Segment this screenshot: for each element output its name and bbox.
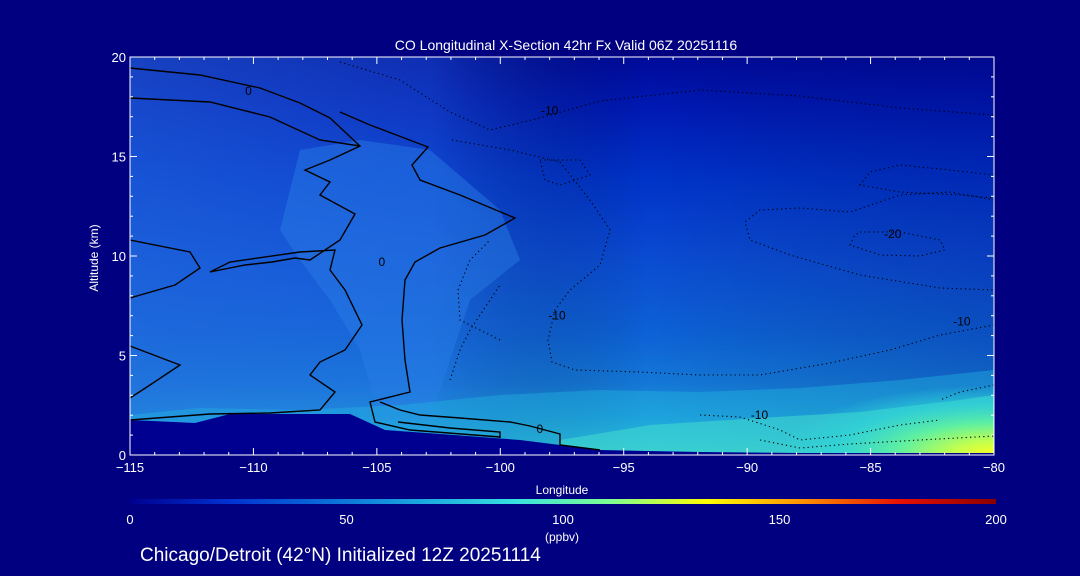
- x-tick-label: −115: [116, 460, 144, 475]
- x-axis-label: Longitude: [536, 483, 589, 497]
- contour-label: -20: [884, 227, 902, 241]
- x-tick-label: −105: [362, 460, 391, 475]
- colorbar-tick-label: 200: [985, 512, 1007, 527]
- terrain: [130, 414, 994, 455]
- colorbar-ticks: 0 50 100 150 200: [126, 512, 1006, 527]
- contour-label: -10: [548, 309, 566, 323]
- footer-caption: Chicago/Detroit (42°N) Initialized 12Z 2…: [140, 545, 541, 566]
- contour-0-lower: [379, 401, 601, 451]
- colorbar-tick-label: 150: [769, 512, 791, 527]
- contour-label: -10: [953, 315, 971, 329]
- x-axis: −115 −110 −105 −100 −95 −90 −85 −80: [116, 57, 1005, 475]
- contour-0-base: [397, 421, 501, 438]
- contour-neg20: [849, 231, 946, 257]
- colorbar-tick-label: 100: [552, 512, 574, 527]
- contour-lines-dashed: [339, 61, 994, 449]
- colorbar-unit: (ppbv): [545, 530, 579, 544]
- x-tick-label: −110: [239, 460, 267, 475]
- x-tick-label: −95: [613, 460, 635, 475]
- contour-neg10-sfc-1: [699, 414, 941, 441]
- colorbar-tick-label: 0: [126, 512, 133, 527]
- x-tick-label: −80: [983, 460, 1005, 475]
- colorbar-tick-label: 50: [339, 512, 353, 527]
- y-axis: 0 5 10 15 20: [112, 50, 994, 463]
- contour-label: 0: [245, 84, 252, 98]
- contour-neg10-center: [451, 139, 994, 376]
- contour-label: 0: [536, 422, 543, 436]
- contour-label: -10: [541, 104, 559, 118]
- contour-label: -10: [751, 408, 769, 422]
- y-tick-label: 15: [112, 150, 126, 165]
- contour-neg10-low: [457, 239, 501, 341]
- x-tick-label: −85: [860, 460, 882, 475]
- contour-0-mid: [339, 111, 517, 438]
- y-axis-label: Altitude (km): [87, 224, 101, 291]
- y-tick-label: 20: [112, 50, 126, 65]
- contour-0-west-2: [130, 345, 182, 399]
- contour-neg10-sfc-4: [449, 284, 501, 381]
- y-tick-label: 5: [119, 349, 126, 364]
- co-surface-maximum: [780, 385, 994, 455]
- contour-0-inner: [130, 97, 361, 147]
- contour-neg10-sfc-2: [759, 435, 994, 449]
- x-tick-label: −90: [736, 460, 758, 475]
- co-plume-band: [280, 140, 520, 420]
- colorbar: [130, 499, 996, 504]
- x-tick-label: −100: [486, 460, 515, 475]
- contour-label: 0: [378, 255, 385, 269]
- contour-neg10-sfc-3: [939, 384, 994, 401]
- y-tick-label: 0: [119, 448, 126, 463]
- chart-title: CO Longitudinal X-Section 42hr Fx Valid …: [395, 37, 738, 53]
- contour-neg10-east: [744, 191, 994, 291]
- contour-0-west-1: [130, 239, 201, 299]
- y-tick-label: 10: [112, 249, 126, 264]
- plot-area: 0 0 0 -10 -10 -10 -10 -20: [130, 57, 994, 455]
- contour-lines-solid: [130, 67, 601, 451]
- contour-labels: 0 0 0 -10 -10 -10 -10 -20: [245, 84, 971, 436]
